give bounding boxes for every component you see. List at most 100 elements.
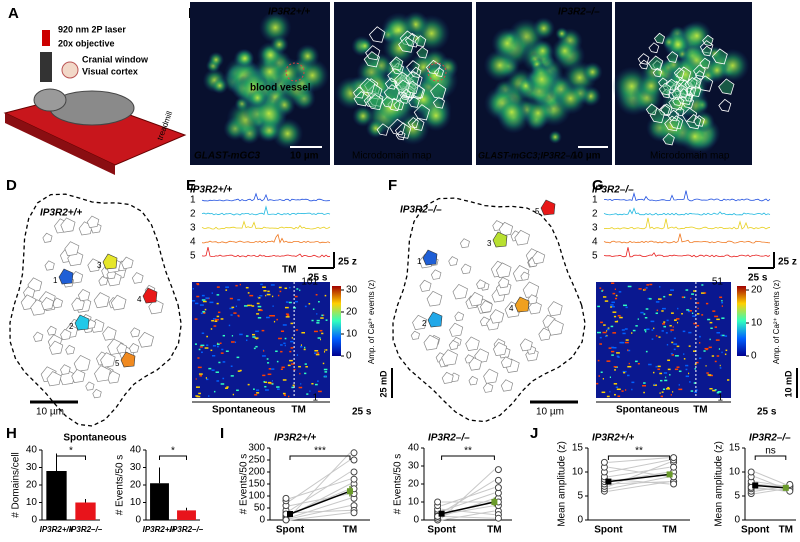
heatmap-pixel <box>215 371 219 373</box>
domain <box>547 301 563 317</box>
colorbar-tick-label: 10 <box>346 329 358 340</box>
label: blood vessel <box>250 83 311 94</box>
heatmap-pixel <box>318 390 322 393</box>
heatmap-pixel <box>648 363 652 366</box>
heatmap-pixel <box>204 347 209 349</box>
heatmap-pixel <box>678 384 680 386</box>
domain-number: 2 <box>69 322 74 331</box>
heatmap-pixel <box>285 316 290 318</box>
heatmap-pixel <box>252 336 256 338</box>
domain-highlight <box>120 351 136 368</box>
heatmap-pixel <box>201 294 205 297</box>
heatmap-pixel <box>207 395 210 397</box>
subject-line <box>441 508 495 516</box>
image-blob <box>352 105 374 127</box>
domain-outline <box>389 56 404 71</box>
sig-bracket <box>754 455 787 460</box>
domain <box>116 342 128 354</box>
domain-number: 5 <box>535 207 540 216</box>
mean-marker <box>752 482 759 489</box>
heatmap-pixel <box>601 290 603 292</box>
heatmap-pixel <box>645 350 648 353</box>
heatmap-pixel <box>257 296 259 299</box>
heatmap-pixel <box>279 290 282 293</box>
heatmap-pixel <box>218 361 221 364</box>
heatmap-pixel <box>682 330 686 333</box>
subject-point <box>350 456 358 464</box>
subject-line <box>608 481 670 485</box>
heatmap-pixel <box>685 375 690 378</box>
heatmap-pixel <box>233 312 237 314</box>
heatmap-pixel <box>217 311 221 314</box>
heatmap-pixel <box>617 395 621 398</box>
heatmap-pixel <box>314 349 319 352</box>
x-tick-label: Spont <box>427 525 456 536</box>
heatmap-pixel <box>304 372 307 375</box>
label: 25 s <box>757 407 777 418</box>
x-tick-label: Spont <box>594 525 623 536</box>
sig-label: *** <box>314 446 326 457</box>
heatmap-pixel <box>296 288 299 290</box>
heatmap-pixel <box>263 290 267 292</box>
panel-letter: A <box>8 5 19 22</box>
heatmap-pixel <box>608 347 612 349</box>
domain-outline <box>395 79 410 94</box>
domain <box>102 326 117 341</box>
domain-outline <box>413 104 430 121</box>
heatmap-pixel <box>316 352 320 354</box>
heatmap-pixel <box>229 307 234 310</box>
heatmap-pixel <box>198 392 201 395</box>
subject-line <box>289 512 351 521</box>
heatmap-pixel <box>306 393 309 395</box>
heatmap-pixel <box>237 314 240 317</box>
heatmap-pixel <box>200 312 203 315</box>
heatmap-pixel <box>286 314 290 316</box>
domain-number: 3 <box>97 261 102 270</box>
heatmap-pixel <box>624 328 628 330</box>
heatmap-pixel <box>216 294 220 296</box>
heatmap-pixel <box>661 330 664 332</box>
heatmap-pixel <box>655 335 658 337</box>
heatmap-pixel <box>254 394 258 396</box>
domain <box>423 334 440 351</box>
heatmap-pixel <box>705 365 707 367</box>
heatmap-pixel <box>290 347 294 349</box>
heatmap-pixel <box>670 329 674 331</box>
heatmap-pixel <box>676 318 680 320</box>
domain-highlight <box>492 231 508 248</box>
heatmap-pixel <box>704 292 707 294</box>
heatmap-pixel <box>600 321 603 324</box>
heatmap-pixel <box>293 368 296 371</box>
heatmap-pixel <box>291 337 293 339</box>
heatmap-pixel <box>613 365 618 368</box>
heatmap-pixel <box>245 339 248 342</box>
label: 1 <box>717 393 723 404</box>
subject-point <box>600 458 608 466</box>
heatmap-pixel <box>216 343 220 346</box>
heatmap-pixel <box>284 344 286 347</box>
heatmap-pixel <box>627 365 632 368</box>
heatmap-pixel <box>289 350 292 353</box>
trace-number: 3 <box>592 223 598 234</box>
heatmap-pixel <box>315 353 320 356</box>
panel-letter: G <box>592 177 604 194</box>
mean-marker <box>491 499 498 505</box>
image-blob <box>420 61 449 90</box>
heatmap-pixel <box>712 310 716 312</box>
heatmap-pixel <box>670 330 672 333</box>
heatmap-pixel <box>257 317 262 319</box>
label: Amp. of Ca²⁺ events (z) <box>367 280 376 365</box>
heatmap-pixel <box>596 382 599 385</box>
heatmap-pixel <box>324 349 326 351</box>
x-tick-label: TM <box>662 525 676 536</box>
y-tick-label: 10 <box>130 497 142 508</box>
heatmap-pixel <box>699 335 701 338</box>
heatmap-pixel <box>631 332 633 334</box>
heatmap-pixel <box>225 286 229 288</box>
y-tick-label: 10 <box>572 467 584 478</box>
y-tick-label: 150 <box>248 479 265 490</box>
heatmap-pixel <box>662 323 666 325</box>
trace-number: 4 <box>190 237 196 248</box>
subject-point <box>494 484 502 492</box>
heatmap-pixel <box>216 302 219 305</box>
